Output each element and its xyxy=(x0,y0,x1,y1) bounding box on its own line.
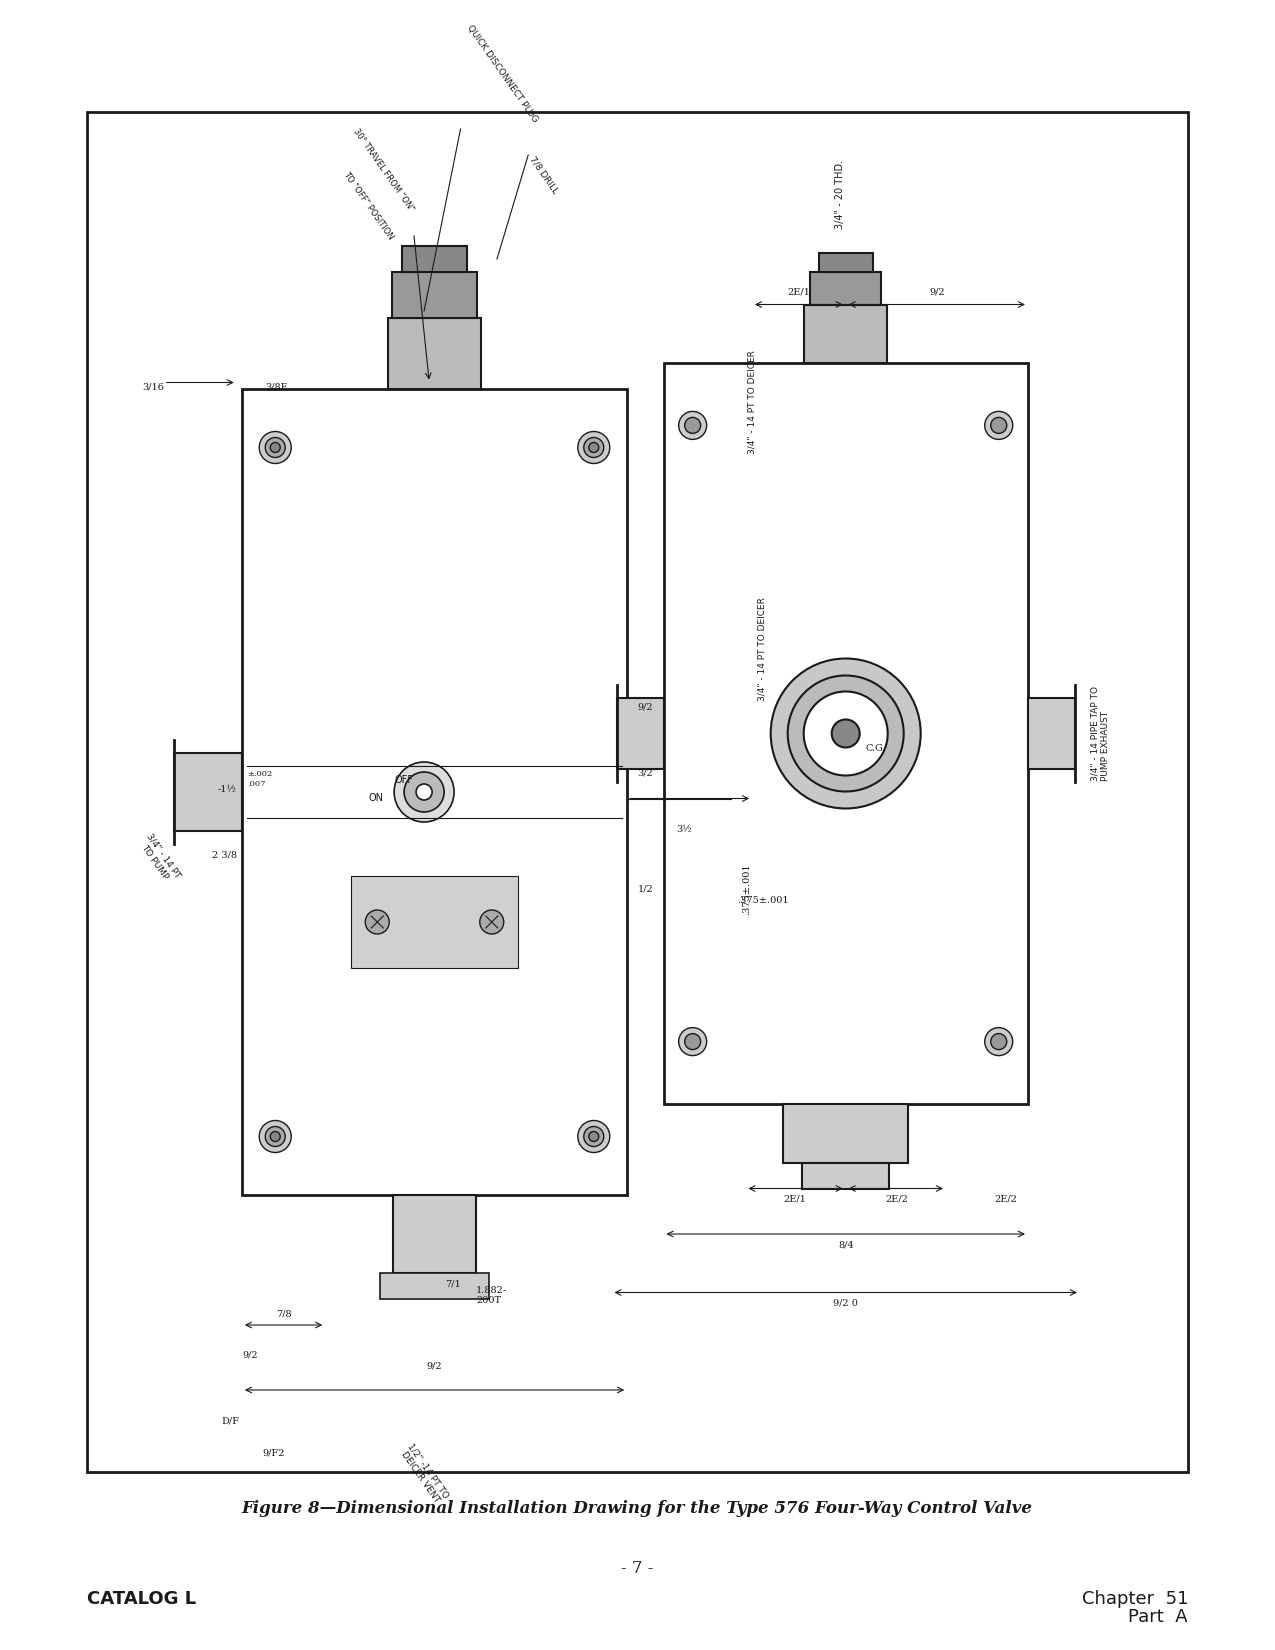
Text: 3/4" - 14 PT TO DEICER: 3/4" - 14 PT TO DEICER xyxy=(757,597,768,701)
Bar xyxy=(242,389,627,1195)
Text: 2E/2: 2E/2 xyxy=(994,1195,1017,1203)
Circle shape xyxy=(270,442,280,452)
Text: Chapter  51: Chapter 51 xyxy=(1081,1591,1188,1609)
Bar xyxy=(617,698,663,769)
Text: 7/8 DRILL: 7/8 DRILL xyxy=(528,155,560,195)
Text: 7/1: 7/1 xyxy=(445,1279,460,1289)
Circle shape xyxy=(589,1132,599,1142)
Text: -1½: -1½ xyxy=(218,785,237,795)
Text: 1/2: 1/2 xyxy=(638,884,653,894)
Circle shape xyxy=(770,658,921,808)
Text: TO "OFF" POSITION: TO "OFF" POSITION xyxy=(342,170,395,241)
Bar xyxy=(811,272,881,305)
Bar xyxy=(802,1163,890,1188)
Text: 9/2: 9/2 xyxy=(638,703,653,713)
Text: 1.882-
200T: 1.882- 200T xyxy=(476,1285,507,1305)
Text: 3/4" - 20 THD.: 3/4" - 20 THD. xyxy=(835,160,845,229)
Text: 3/16: 3/16 xyxy=(143,383,164,391)
Bar xyxy=(380,1274,488,1299)
Text: ±.002
.007: ±.002 .007 xyxy=(247,771,273,787)
Bar xyxy=(87,112,1188,1472)
Text: 9/2: 9/2 xyxy=(427,1361,442,1371)
Text: 3½: 3½ xyxy=(677,825,692,833)
Circle shape xyxy=(685,417,701,434)
Text: 2E/1: 2E/1 xyxy=(783,1195,806,1203)
Text: .375±.001: .375±.001 xyxy=(742,863,751,916)
Text: 30° TRAVEL FROM "ON": 30° TRAVEL FROM "ON" xyxy=(352,127,416,213)
Circle shape xyxy=(831,719,859,747)
Text: Figure 8—Dimensional Installation Drawing for the Type 576 Four-Way Control Valv: Figure 8—Dimensional Installation Drawin… xyxy=(241,1500,1033,1516)
Text: 9/2: 9/2 xyxy=(929,287,945,297)
Circle shape xyxy=(991,417,1007,434)
Circle shape xyxy=(678,411,706,439)
Text: 2 3/8: 2 3/8 xyxy=(212,850,237,860)
Text: 2E/1: 2E/1 xyxy=(788,287,811,297)
Text: .375±.001: .375±.001 xyxy=(737,896,788,904)
Circle shape xyxy=(584,1127,604,1147)
Text: 3/8E: 3/8E xyxy=(265,383,288,391)
Text: 7/8: 7/8 xyxy=(275,1310,292,1318)
Circle shape xyxy=(265,437,286,457)
Bar xyxy=(805,305,887,363)
Text: 3/4" - 14 PIPE TAP TO
PUMP EXHAUST: 3/4" - 14 PIPE TAP TO PUMP EXHAUST xyxy=(1090,686,1109,780)
Text: 3/2: 3/2 xyxy=(638,767,653,777)
Circle shape xyxy=(584,437,604,457)
Text: OFF: OFF xyxy=(395,776,413,785)
Circle shape xyxy=(678,1028,706,1056)
Circle shape xyxy=(404,772,444,812)
Bar xyxy=(663,363,1028,1104)
Circle shape xyxy=(589,442,599,452)
Text: 9/2: 9/2 xyxy=(242,1351,258,1360)
Text: 3/4" - 14 PT
TO PUMP: 3/4" - 14 PT TO PUMP xyxy=(136,832,182,886)
Circle shape xyxy=(984,1028,1012,1056)
Circle shape xyxy=(416,784,432,800)
Text: QUICK DISCONNECT PLUG: QUICK DISCONNECT PLUG xyxy=(465,23,539,124)
Circle shape xyxy=(394,762,454,822)
Bar xyxy=(1028,698,1075,769)
Circle shape xyxy=(578,432,609,464)
Circle shape xyxy=(685,1033,701,1049)
Bar xyxy=(351,876,518,967)
Circle shape xyxy=(270,1132,280,1142)
Bar xyxy=(819,252,873,272)
Circle shape xyxy=(984,411,1012,439)
Text: D/F: D/F xyxy=(221,1416,240,1426)
Circle shape xyxy=(365,911,389,934)
Circle shape xyxy=(479,911,504,934)
Circle shape xyxy=(788,675,904,792)
Text: C.G.: C.G. xyxy=(866,744,886,752)
Bar xyxy=(393,1195,476,1274)
Text: 2E/2: 2E/2 xyxy=(885,1195,908,1203)
Bar xyxy=(783,1104,908,1163)
Text: 9/F2: 9/F2 xyxy=(263,1449,286,1457)
Text: CATALOG L: CATALOG L xyxy=(87,1591,196,1609)
Circle shape xyxy=(991,1033,1007,1049)
Text: 8/4: 8/4 xyxy=(838,1241,853,1249)
Circle shape xyxy=(259,1120,291,1152)
Bar xyxy=(402,246,468,272)
Text: 1/2" -14 PT TO
DEICER VENT: 1/2" -14 PT TO DEICER VENT xyxy=(398,1442,450,1506)
Text: 9/2 0: 9/2 0 xyxy=(834,1299,858,1307)
Text: 3/4" - 14 PT TO DEICER: 3/4" - 14 PT TO DEICER xyxy=(747,350,756,454)
Circle shape xyxy=(803,691,887,776)
Text: ON: ON xyxy=(368,794,384,804)
Circle shape xyxy=(259,432,291,464)
Bar xyxy=(393,272,477,317)
Circle shape xyxy=(578,1120,609,1152)
Circle shape xyxy=(265,1127,286,1147)
Bar xyxy=(175,752,242,832)
Bar xyxy=(388,317,482,389)
Text: Part  A: Part A xyxy=(1128,1609,1188,1625)
Text: - 7 -: - 7 - xyxy=(621,1559,653,1577)
